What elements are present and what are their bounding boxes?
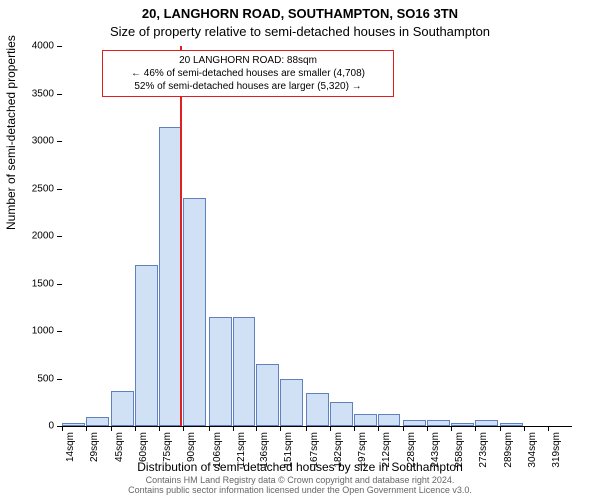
y-tick-label: 4000 [32, 41, 54, 52]
x-tick-mark [500, 426, 501, 431]
info-line: 20 LANGHORN ROAD: 88sqm [109, 54, 387, 67]
histogram-bar [500, 423, 523, 426]
x-tick-mark [209, 426, 210, 431]
x-tick-mark [403, 426, 404, 431]
histogram-bar [135, 265, 158, 427]
histogram-bar [451, 423, 474, 426]
y-axis-label: Number of semi-detached properties [4, 35, 18, 230]
y-tick-label: 0 [48, 421, 54, 432]
x-tick-label: 45sqm [114, 432, 125, 462]
histogram-bar [86, 417, 109, 427]
x-tick-mark [354, 426, 355, 431]
x-tick-mark [135, 426, 136, 431]
y-tick-label: 2000 [32, 231, 54, 242]
histogram-bar [62, 423, 85, 426]
y-tick-mark [57, 379, 62, 380]
y-tick-label: 1500 [32, 278, 54, 289]
y-tick-mark [57, 189, 62, 190]
y-tick-label: 1000 [32, 326, 54, 337]
y-tick-label: 2500 [32, 183, 54, 194]
histogram-bar [475, 420, 498, 426]
x-tick-label: 60sqm [138, 432, 149, 462]
histogram-bar [427, 420, 450, 426]
histogram-bar [256, 364, 279, 426]
y-tick-label: 3500 [32, 88, 54, 99]
property-info-box: 20 LANGHORN ROAD: 88sqm← 46% of semi-det… [102, 50, 394, 97]
x-tick-mark [330, 426, 331, 431]
property-marker-line [180, 46, 182, 426]
property-size-chart: 20, LANGHORN ROAD, SOUTHAMPTON, SO16 3TN… [0, 0, 600, 500]
histogram-bar [183, 198, 206, 426]
x-tick-label: 90sqm [186, 432, 197, 462]
histogram-bar [159, 127, 182, 426]
x-tick-mark [159, 426, 160, 431]
y-tick-label: 500 [37, 373, 54, 384]
x-tick-mark [378, 426, 379, 431]
x-tick-mark [427, 426, 428, 431]
y-tick-mark [57, 331, 62, 332]
x-tick-mark [111, 426, 112, 431]
x-tick-mark [86, 426, 87, 431]
y-tick-mark [57, 284, 62, 285]
x-tick-label: 75sqm [162, 432, 173, 462]
x-axis-label: Distribution of semi-detached houses by … [0, 460, 600, 474]
info-line: 52% of semi-detached houses are larger (… [109, 80, 387, 93]
x-tick-mark [548, 426, 549, 431]
x-tick-mark [524, 426, 525, 431]
histogram-bar [354, 414, 377, 426]
y-tick-mark [57, 141, 62, 142]
histogram-bar [306, 393, 329, 426]
y-tick-mark [57, 236, 62, 237]
x-tick-mark [475, 426, 476, 431]
chart-footer: Contains HM Land Registry data © Crown c… [0, 476, 600, 496]
plot-area: 0500100015002000250030003500400014sqm29s… [62, 46, 572, 427]
y-tick-mark [57, 46, 62, 47]
chart-title-subtitle: Size of property relative to semi-detach… [0, 24, 600, 39]
x-tick-mark [62, 426, 63, 431]
x-tick-label: 14sqm [65, 432, 76, 462]
x-tick-mark [183, 426, 184, 431]
x-tick-mark [280, 426, 281, 431]
histogram-bar [280, 379, 303, 427]
footer-line1: Contains HM Land Registry data © Crown c… [146, 475, 455, 485]
x-tick-label: 29sqm [89, 432, 100, 462]
histogram-bar [111, 391, 134, 426]
y-tick-mark [57, 94, 62, 95]
footer-line2: Contains public sector information licen… [128, 485, 472, 495]
x-tick-mark [451, 426, 452, 431]
x-tick-mark [256, 426, 257, 431]
histogram-bar [403, 420, 426, 426]
y-tick-label: 3000 [32, 136, 54, 147]
x-tick-mark [306, 426, 307, 431]
chart-title-address: 20, LANGHORN ROAD, SOUTHAMPTON, SO16 3TN [0, 6, 600, 21]
histogram-bar [233, 317, 256, 426]
info-line: ← 46% of semi-detached houses are smalle… [109, 67, 387, 80]
histogram-bar [378, 414, 401, 426]
histogram-bar [330, 402, 353, 426]
x-tick-mark [233, 426, 234, 431]
histogram-bar [209, 317, 232, 426]
